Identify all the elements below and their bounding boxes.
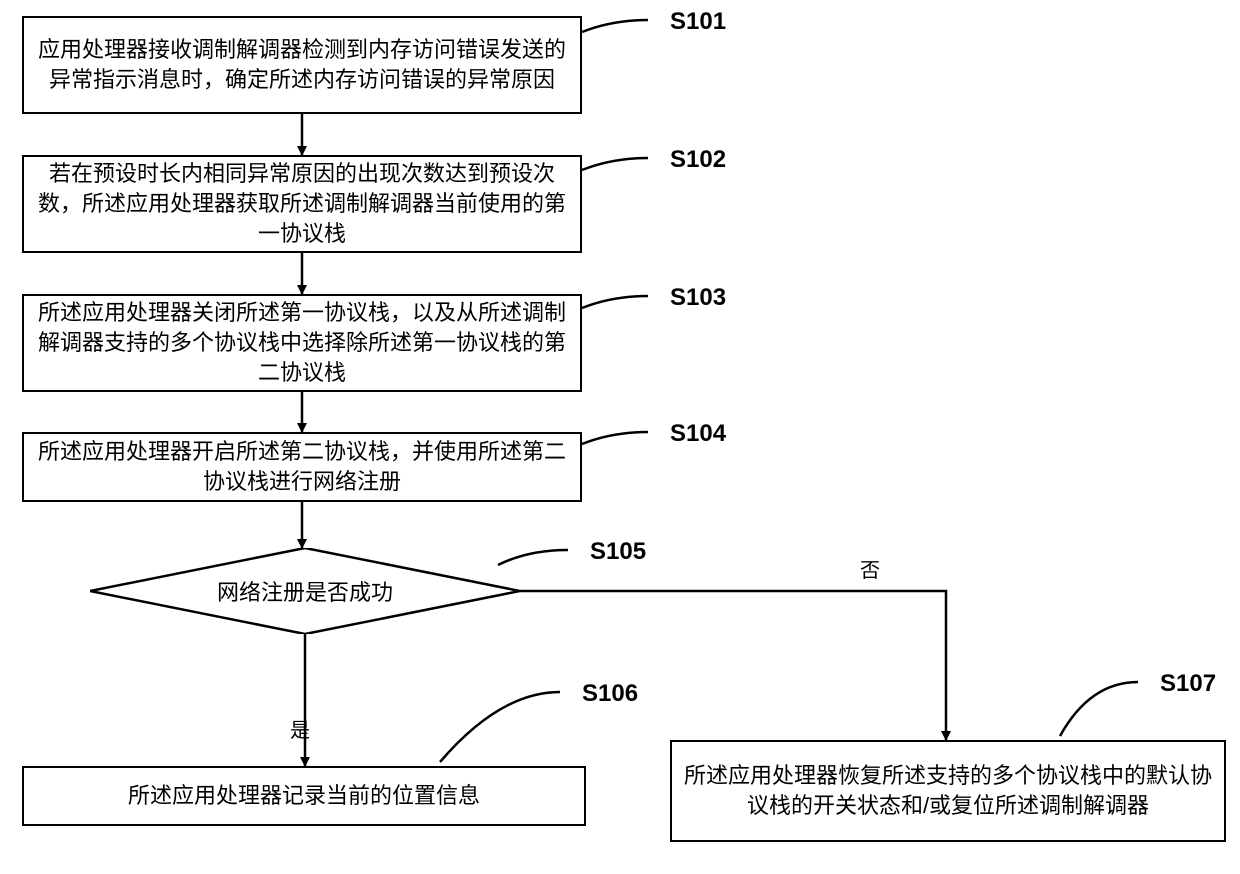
edge-label-no: 否 xyxy=(860,554,880,583)
flowchart-canvas: 应用处理器接收调制解调器检测到内存访问错误发送的异常指示消息时，确定所述内存访问… xyxy=(0,0,1240,874)
step-label-s101: S101 xyxy=(670,8,726,36)
process-box-s103: 所述应用处理器关闭所述第一协议栈，以及从所述调制解调器支持的多个协议栈中选择除所… xyxy=(22,294,582,392)
node-text: 应用处理器接收调制解调器检测到内存访问错误发送的异常指示消息时，确定所述内存访问… xyxy=(34,35,570,94)
step-label-s105: S105 xyxy=(590,538,646,566)
process-box-s102: 若在预设时长内相同异常原因的出现次数达到预设次数，所述应用处理器获取所述调制解调… xyxy=(22,155,582,253)
process-box-s104: 所述应用处理器开启所述第二协议栈，并使用所述第二协议栈进行网络注册 xyxy=(22,432,582,502)
node-text: 若在预设时长内相同异常原因的出现次数达到预设次数，所述应用处理器获取所述调制解调… xyxy=(34,159,570,248)
node-text: 网络注册是否成功 xyxy=(217,575,393,607)
node-text: 所述应用处理器恢复所述支持的多个协议栈中的默认协议栈的开关状态和/或复位所述调制… xyxy=(682,761,1214,820)
node-text: 所述应用处理器关闭所述第一协议栈，以及从所述调制解调器支持的多个协议栈中选择除所… xyxy=(34,298,570,387)
step-label-s104: S104 xyxy=(670,420,726,448)
step-label-s107: S107 xyxy=(1160,670,1216,698)
edge-label-yes: 是 xyxy=(290,714,310,743)
step-label-s106: S106 xyxy=(582,680,638,708)
process-box-s106: 所述应用处理器记录当前的位置信息 xyxy=(22,766,586,826)
node-text: 所述应用处理器记录当前的位置信息 xyxy=(128,781,480,811)
process-box-s101: 应用处理器接收调制解调器检测到内存访问错误发送的异常指示消息时，确定所述内存访问… xyxy=(22,16,582,114)
step-label-s102: S102 xyxy=(670,146,726,174)
decision-diamond-s105: 网络注册是否成功 xyxy=(90,548,520,634)
process-box-s107: 所述应用处理器恢复所述支持的多个协议栈中的默认协议栈的开关状态和/或复位所述调制… xyxy=(670,740,1226,842)
step-label-s103: S103 xyxy=(670,284,726,312)
node-text: 所述应用处理器开启所述第二协议栈，并使用所述第二协议栈进行网络注册 xyxy=(34,437,570,496)
